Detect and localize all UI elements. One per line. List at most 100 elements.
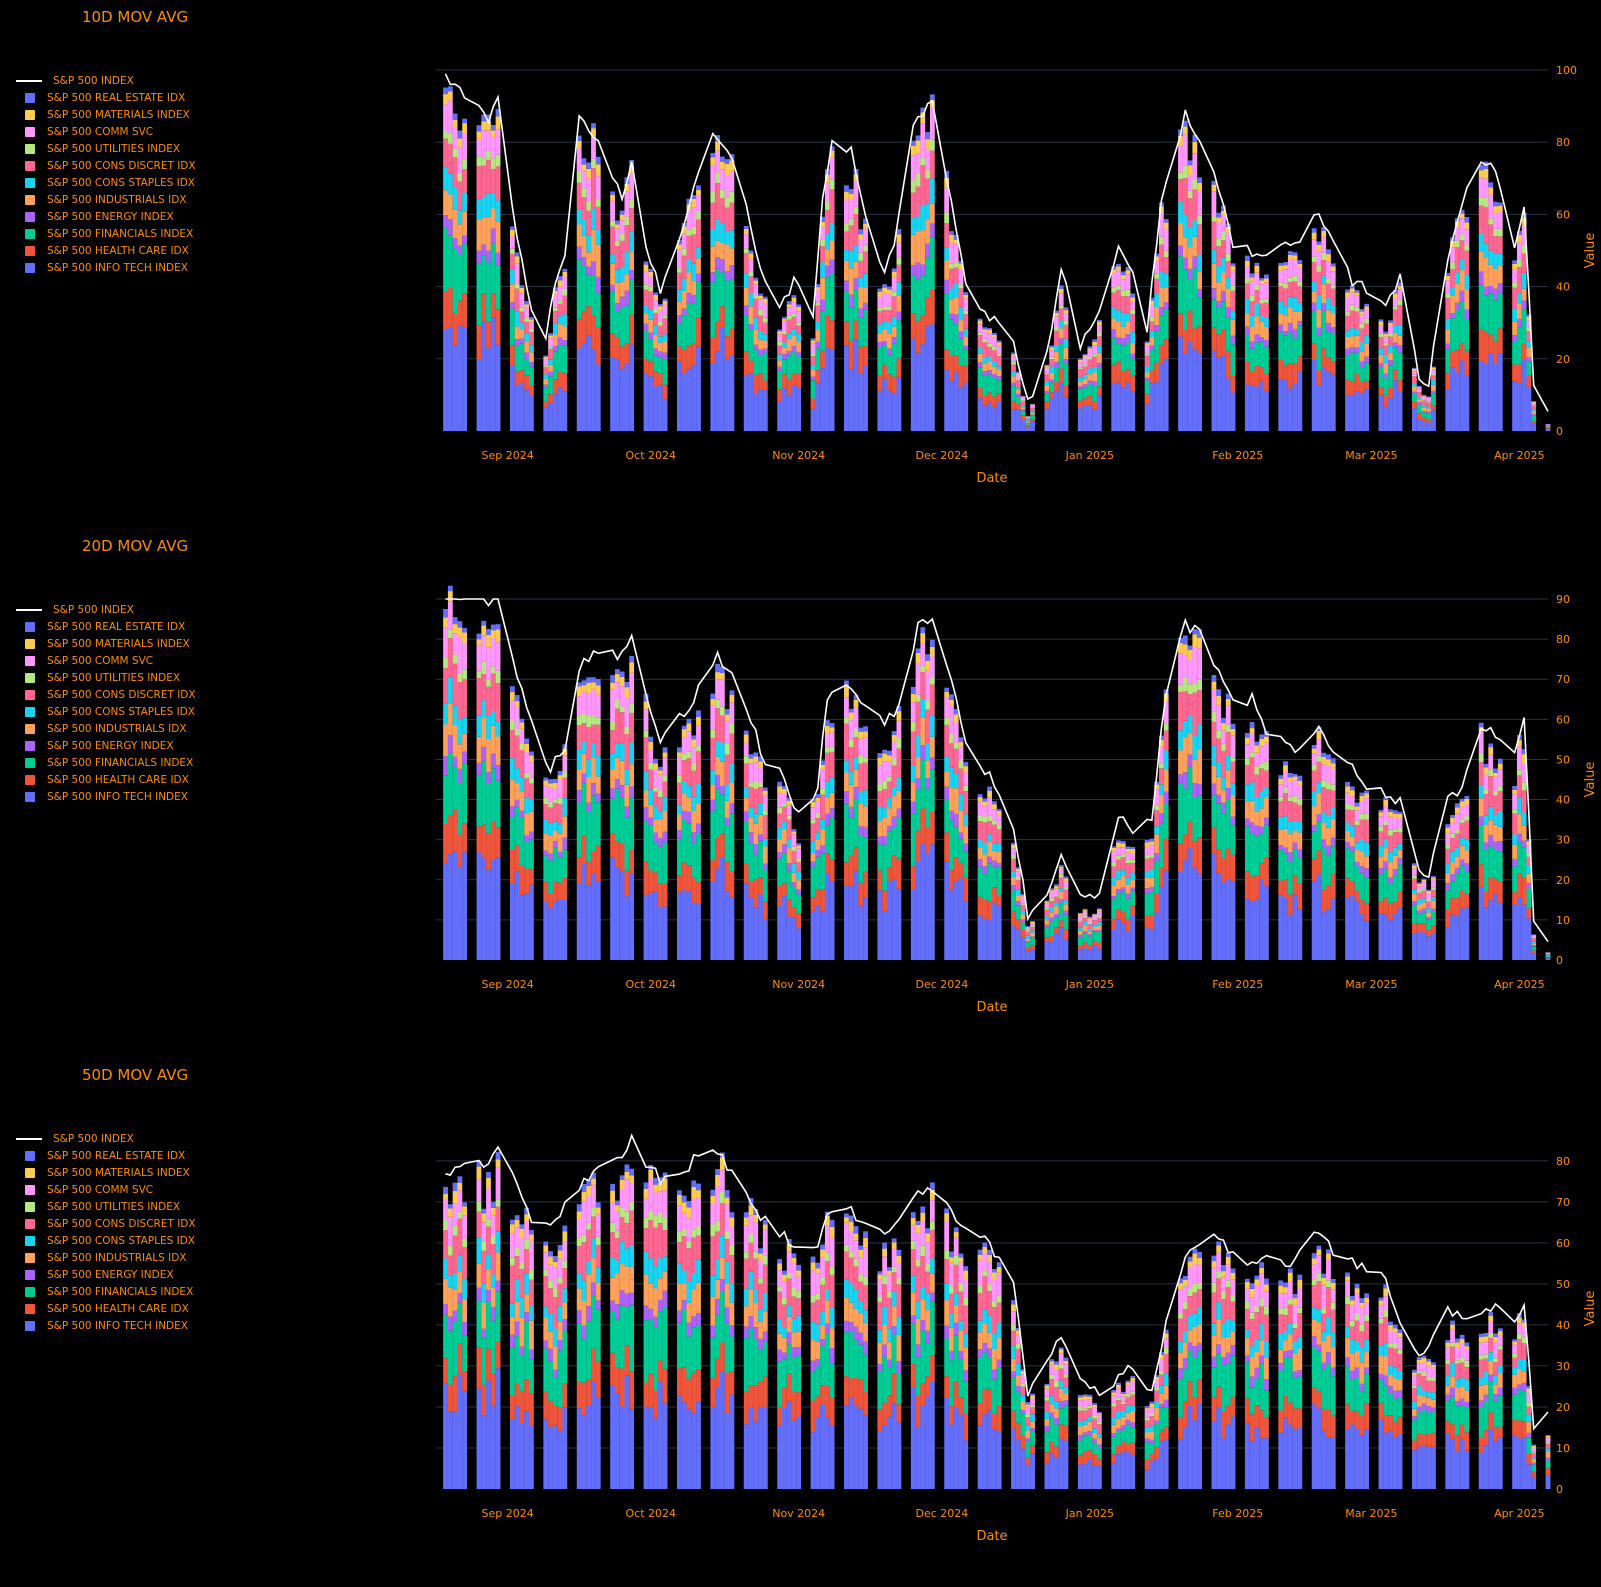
bar-segment: [1445, 294, 1450, 299]
bar-segment: [820, 368, 825, 431]
bar-segment: [1297, 264, 1302, 268]
bar-segment: [887, 798, 892, 808]
bar-segment: [744, 822, 749, 864]
bar-segment: [978, 367, 983, 388]
bar-segment: [524, 1322, 529, 1380]
bar-segment: [1064, 310, 1069, 314]
y-tick-label: 20: [1556, 353, 1570, 366]
bar-segment: [792, 314, 797, 317]
bar-segment: [1522, 253, 1527, 272]
bar-segment: [558, 1245, 563, 1250]
bar-segment: [529, 385, 534, 395]
bar-segment: [920, 717, 925, 745]
bar-segment: [696, 1283, 701, 1313]
bar-segment: [1431, 375, 1436, 380]
bar-segment: [577, 750, 582, 769]
bar-segment: [815, 818, 820, 832]
bar-segment: [1464, 840, 1469, 851]
bar-segment: [978, 1357, 983, 1403]
bar-segment: [744, 864, 749, 884]
bar-segment: [763, 1376, 768, 1406]
bar-segment: [658, 767, 663, 770]
bar-segment: [1097, 367, 1102, 386]
bar-segment: [925, 854, 930, 960]
bar-segment: [792, 386, 797, 431]
bar-segment: [462, 1215, 467, 1238]
bar-segment: [877, 324, 882, 333]
bar-segment: [648, 893, 653, 960]
bar-segment: [844, 791, 849, 804]
bar-segment: [586, 1274, 591, 1306]
bar-segment: [925, 661, 930, 671]
bar-segment: [729, 279, 734, 328]
bar-segment: [457, 224, 462, 245]
bar-segment: [1049, 1359, 1054, 1361]
bar-segment: [930, 657, 935, 678]
bar-segment: [553, 1262, 558, 1268]
bar-segment: [1264, 327, 1269, 340]
bar-segment: [1188, 646, 1193, 650]
bar-segment: [796, 374, 801, 388]
bar-segment: [1517, 260, 1522, 267]
bar-segment: [749, 324, 754, 330]
bar-segment: [1450, 367, 1455, 431]
bar-segment: [443, 227, 448, 292]
bar-segment: [1398, 864, 1403, 891]
bar-segment: [515, 346, 520, 371]
bar-segment: [491, 169, 496, 193]
bar-segment: [1087, 1395, 1092, 1397]
bar-segment: [787, 1317, 792, 1333]
bar-segment: [758, 895, 763, 960]
bar-segment: [1312, 281, 1317, 291]
bar-segment: [1044, 910, 1049, 917]
bar-segment: [815, 1418, 820, 1489]
bar-segment: [1278, 282, 1283, 286]
bar-segment: [491, 711, 496, 726]
bar-segment: [882, 1243, 887, 1249]
bar-segment: [1460, 891, 1465, 909]
bar-segment: [815, 1324, 820, 1341]
bar-segment: [1078, 369, 1083, 377]
bar-segment: [1331, 306, 1336, 314]
bar-segment: [954, 297, 959, 314]
bar-segment: [1212, 250, 1217, 264]
bar-segment: [443, 668, 448, 704]
bar-segment: [849, 772, 854, 785]
bar-segment: [1083, 354, 1088, 355]
bar-segment: [562, 340, 567, 346]
bar-segment: [925, 1309, 930, 1330]
bar-segment: [477, 678, 482, 715]
bar-segment: [811, 819, 816, 824]
bar-segment: [725, 1262, 730, 1284]
bar-segment: [1126, 885, 1131, 894]
bar-segment: [1149, 854, 1154, 857]
bar-segment: [1493, 202, 1498, 206]
bar-segment: [696, 1260, 701, 1283]
bar-segment: [486, 647, 491, 679]
bar-segment: [854, 1233, 859, 1240]
bar-segment: [954, 1293, 959, 1305]
bar-segment: [1493, 777, 1498, 791]
bar-segment: [854, 289, 859, 320]
bar-segment: [624, 817, 629, 870]
bar-segment: [1188, 733, 1193, 754]
bar-segment: [610, 1232, 615, 1258]
bar-segment: [1116, 321, 1121, 337]
bar-segment: [629, 1409, 634, 1489]
bar-segment: [882, 761, 887, 780]
bar-segment: [543, 388, 548, 401]
bar-segment: [586, 1306, 591, 1321]
bar-segment: [453, 1376, 458, 1412]
bar-segment: [1030, 405, 1035, 407]
bar-segment: [787, 899, 792, 916]
bar-segment: [992, 333, 997, 335]
bar-segment: [758, 340, 763, 350]
bar-segment: [1264, 762, 1269, 771]
bar-segment: [1422, 902, 1427, 908]
bar-segment: [510, 1258, 515, 1266]
bar-segment: [753, 1303, 758, 1327]
bar-segment: [629, 1293, 634, 1305]
bar-segment: [992, 903, 997, 960]
bar-segment: [682, 1368, 687, 1403]
bar-segment: [1250, 349, 1255, 372]
